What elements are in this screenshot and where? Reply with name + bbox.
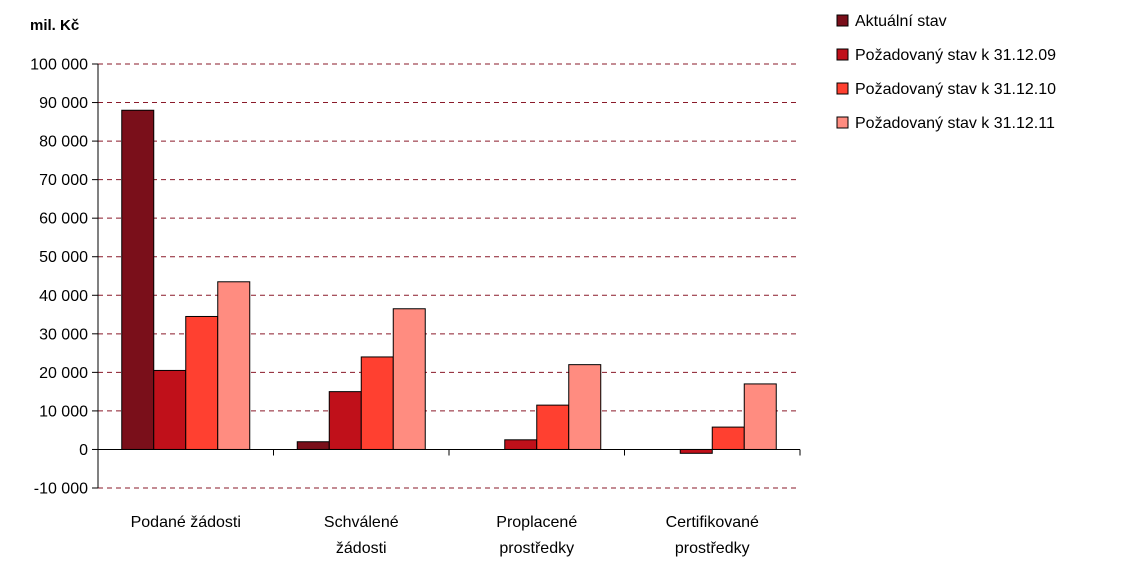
y-axis-title: mil. Kč	[30, 17, 79, 34]
legend-swatch	[836, 48, 849, 61]
bar	[217, 281, 251, 450]
legend-swatch	[836, 82, 849, 95]
legend: Aktuální stav Požadovaný stav k 31.12.09 P…	[836, 13, 1056, 132]
x-category-label: Schválené	[324, 514, 399, 531]
x-category-label: Proplacené	[496, 514, 577, 531]
x-category-label: žádosti	[336, 540, 387, 557]
y-tick-label: 20 000	[39, 365, 88, 382]
legend-label: Požadovaný stav k 31.12.09	[855, 47, 1056, 64]
y-tick-label: 100 000	[30, 57, 88, 74]
bars	[121, 109, 777, 454]
x-category-label: prostředky	[675, 540, 750, 557]
bar	[153, 369, 187, 450]
bar	[296, 441, 330, 450]
legend-label: Požadovaný stav k 31.12.10	[855, 81, 1056, 98]
x-category-label: Certifikované	[666, 514, 759, 531]
axes	[97, 64, 801, 488]
y-tick-label: -10 000	[34, 481, 88, 498]
y-tick-label: 80 000	[39, 134, 88, 151]
legend-label: Aktuální stav	[855, 13, 947, 30]
x-category-labels: Podané žádosti Schválené žádosti Proplacené…	[131, 514, 759, 557]
bar	[392, 308, 426, 450]
y-tick-label: 40 000	[39, 288, 88, 305]
y-tick-label: 30 000	[39, 326, 88, 343]
x-category-label: prostředky	[499, 540, 574, 557]
y-tick-label: 50 000	[39, 249, 88, 266]
legend-label: Požadovaný stav k 31.12.11	[855, 115, 1055, 132]
y-tick-label: 60 000	[39, 211, 88, 228]
bar	[185, 315, 219, 450]
legend-swatch	[836, 116, 849, 129]
bar	[711, 426, 745, 450]
bar	[679, 448, 713, 454]
y-tick-label: 90 000	[39, 95, 88, 112]
bar	[536, 404, 570, 450]
bar	[121, 109, 155, 450]
bar	[504, 439, 538, 450]
x-category-label: Podané žádosti	[131, 514, 241, 531]
y-tick-label: 0	[79, 442, 88, 459]
y-tick-label: 10 000	[39, 403, 88, 420]
bar	[743, 383, 777, 450]
y-tick-label: 70 000	[39, 172, 88, 189]
legend-swatch	[836, 14, 849, 27]
y-tick-labels: -10 000 0 10 000 20 000 30 000 40 000 50 000 60…	[30, 57, 88, 498]
bar	[360, 356, 394, 450]
bar	[568, 364, 602, 450]
bar	[328, 391, 362, 450]
